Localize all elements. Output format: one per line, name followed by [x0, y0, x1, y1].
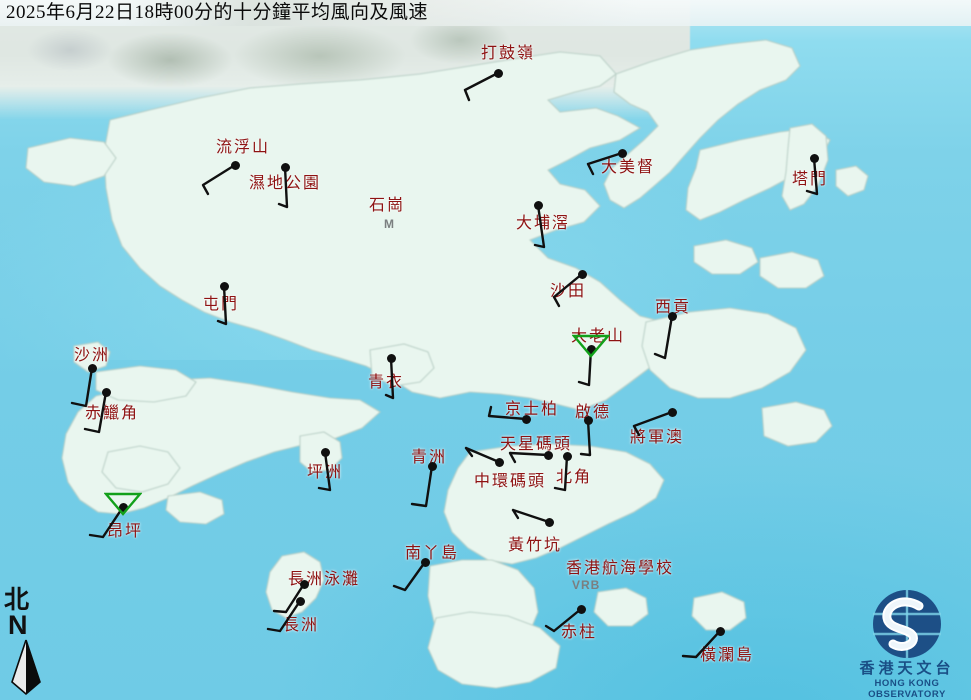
hko-logo-en-label: HONG KONG OBSERVATORY	[868, 678, 946, 700]
wind-barb-icon	[805, 156, 819, 196]
station-name-label: 青洲	[411, 449, 448, 466]
wind-barb-icon	[272, 582, 306, 614]
wind-barb-icon	[487, 405, 528, 421]
wind-barb-icon	[384, 356, 395, 400]
wind-barb-icon	[653, 314, 674, 360]
station-name-label: 坪洲	[307, 464, 344, 481]
station-name-label: 大美督	[601, 159, 656, 176]
wind-barb-icon	[83, 390, 108, 434]
station-name-label: 長洲	[283, 617, 320, 634]
wind-barb-icon	[463, 71, 500, 102]
wind-barb-icon	[681, 629, 722, 659]
wind-barb-icon	[317, 450, 332, 492]
compass-rose: 北 N	[4, 588, 60, 696]
wind-barb-icon	[579, 418, 592, 457]
title-bar-texture	[120, 0, 640, 26]
wind-barb-icon	[553, 454, 569, 492]
station-name-label: 將軍澳	[630, 429, 685, 446]
wind-barb-icon	[70, 366, 94, 408]
wind-barb-icon	[632, 410, 674, 437]
wind-barb-icon	[464, 446, 501, 464]
station-wind-code-label: M	[384, 217, 395, 231]
station-name-label: 昂坪	[107, 523, 144, 540]
wind-barb-icon	[544, 607, 583, 633]
station-name-label: 石崗	[369, 197, 406, 214]
wind-barb-icon	[511, 508, 551, 524]
station-name-label: 流浮山	[216, 139, 271, 156]
station-name-label: 塔門	[792, 171, 829, 188]
station-name-label: 赤鱲角	[85, 405, 140, 422]
wind-barb-icon	[88, 505, 125, 539]
station-name-label: 打鼓嶺	[481, 45, 536, 62]
page-title: 2025年6月22日18時00分的十分鐘平均風向及風速	[6, 2, 429, 23]
station-name-label: 啟德	[575, 404, 612, 421]
station-name-label: 京士柏	[505, 401, 560, 418]
station-wind-code-label: VRB	[572, 578, 601, 592]
station-highlight-triangle-icon	[572, 334, 610, 358]
hko-logo-cn-label: 香港天文台	[859, 661, 955, 677]
station-name-label: 中環碼頭	[474, 473, 547, 490]
station-name-label: 天星碼頭	[500, 436, 573, 453]
wind-barb-icon	[201, 163, 237, 196]
title-bar	[0, 0, 971, 26]
wind-barb-icon	[277, 165, 289, 209]
station-highlight-triangle-icon	[104, 492, 142, 516]
wind-barb-icon	[392, 560, 427, 592]
station-name-label: 西貢	[655, 299, 692, 316]
station-name-label: 赤柱	[561, 624, 598, 641]
wind-barb-icon	[552, 272, 584, 308]
hko-emblem-icon	[873, 590, 941, 658]
hko-logo: 香港天文台 HONG KONG OBSERVATORY	[848, 588, 966, 700]
station-name-label: 濕地公園	[249, 175, 322, 192]
station-name-label: 屯門	[203, 296, 240, 313]
wind-barb-icon	[410, 464, 434, 508]
wind-barb-icon	[266, 599, 302, 633]
station-name-label: 南丫島	[405, 545, 460, 562]
station-name-label: 大埔滘	[516, 215, 571, 232]
station-name-label: 香港航海學校	[566, 560, 675, 577]
station-name-label: 沙田	[550, 283, 587, 300]
wind-barb-icon	[586, 151, 624, 176]
station-name-label: 黃竹坑	[508, 537, 563, 554]
compass-needle-icon	[11, 639, 41, 696]
wind-barb-icon	[533, 203, 546, 249]
wind-barb-icon	[508, 451, 550, 464]
wind-barb-icon	[216, 284, 228, 326]
compass-north-cn-label: 北	[4, 587, 30, 614]
station-name-label: 橫瀾島	[700, 647, 755, 664]
compass-north-en-label: N	[8, 610, 28, 640]
station-name-label: 沙洲	[74, 347, 111, 364]
